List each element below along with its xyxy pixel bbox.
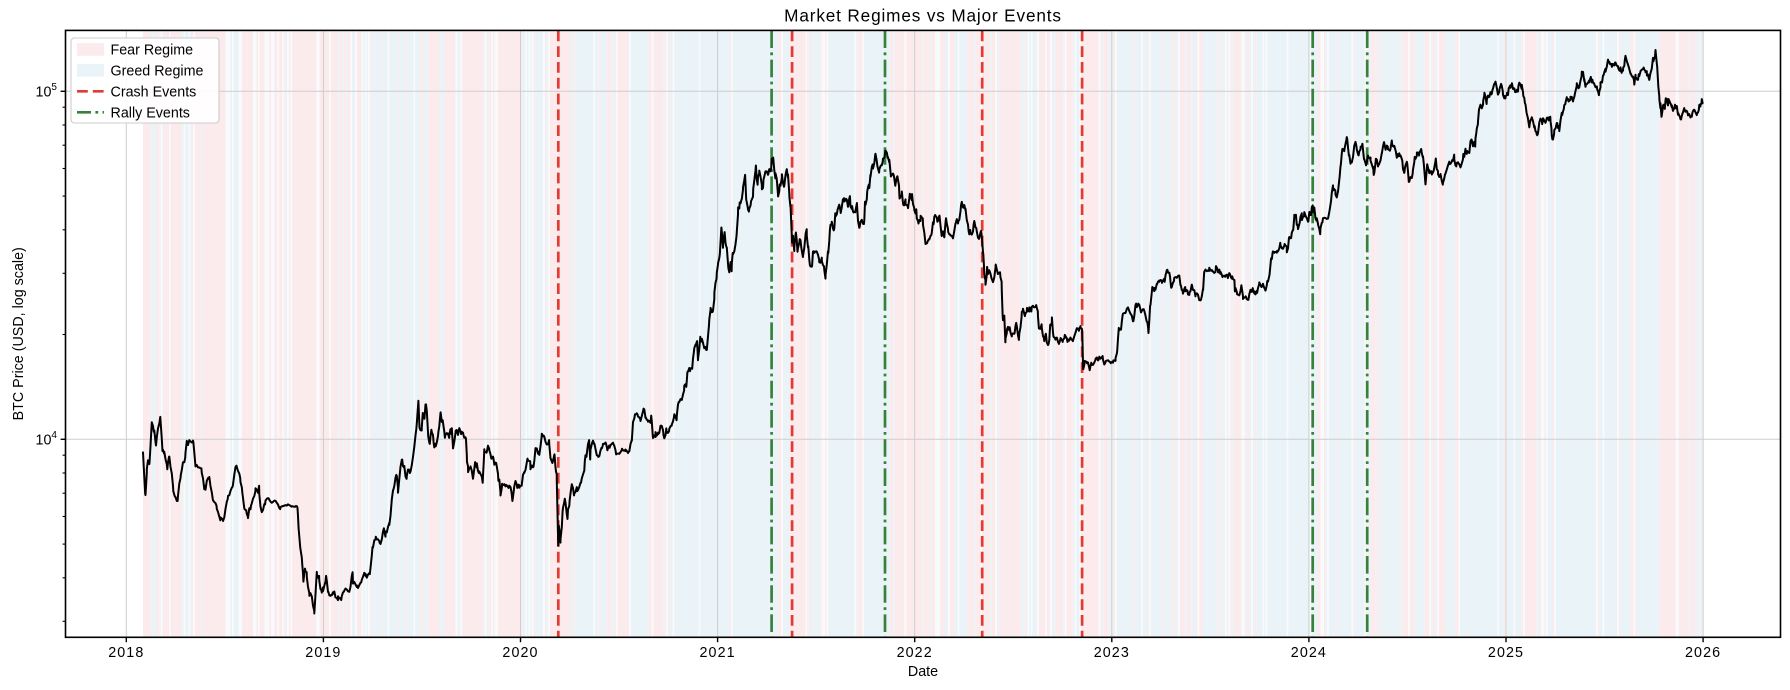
svg-text:2023: 2023 — [1094, 645, 1130, 661]
svg-text:Fear Regime: Fear Regime — [111, 42, 194, 58]
svg-text:2020: 2020 — [502, 645, 538, 661]
svg-text:2018: 2018 — [108, 645, 144, 661]
svg-text:2022: 2022 — [897, 645, 933, 661]
svg-text:2026: 2026 — [1685, 645, 1721, 661]
svg-text:Date: Date — [908, 664, 938, 680]
svg-text:2019: 2019 — [305, 645, 341, 661]
svg-text:Rally Events: Rally Events — [111, 105, 190, 121]
svg-text:2024: 2024 — [1291, 645, 1327, 661]
svg-text:Greed Regime: Greed Regime — [111, 63, 204, 79]
svg-text:2021: 2021 — [699, 645, 735, 661]
svg-text:Crash Events: Crash Events — [111, 84, 197, 100]
svg-text:BTC Price (USD, log scale): BTC Price (USD, log scale) — [11, 247, 27, 420]
svg-text:Market Regimes vs Major Events: Market Regimes vs Major Events — [784, 6, 1062, 26]
svg-text:2025: 2025 — [1488, 645, 1524, 661]
